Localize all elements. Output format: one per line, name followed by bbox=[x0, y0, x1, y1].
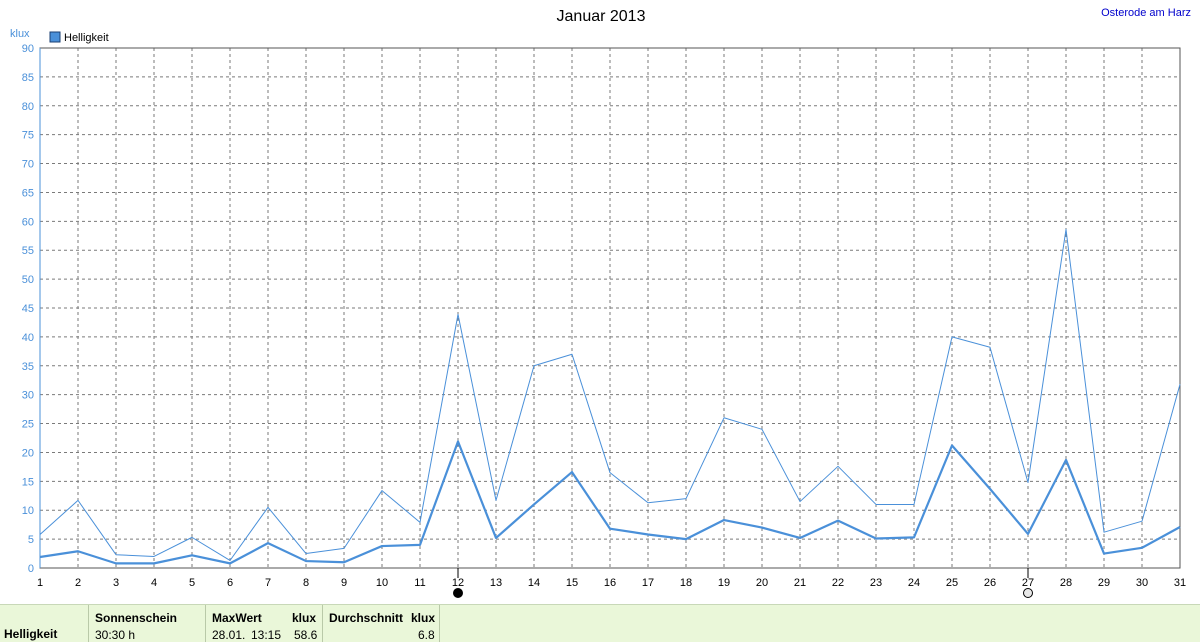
max-value: 58.6 bbox=[294, 628, 318, 642]
sunshine-label: Sonnenschein bbox=[95, 611, 178, 625]
info-cell-max: MaxWert klux 28.01. 13:15 58.6 bbox=[206, 605, 323, 642]
info-cell-average: Durchschnitt klux 6.8 bbox=[323, 605, 440, 642]
y-tick-label: 40 bbox=[22, 332, 34, 344]
y-tick-label: 25 bbox=[22, 419, 34, 431]
x-tick-label: 21 bbox=[794, 577, 806, 589]
x-tick-label: 31 bbox=[1174, 577, 1186, 589]
x-tick-label: 27 bbox=[1022, 577, 1034, 589]
legend-swatch bbox=[49, 31, 61, 43]
y-tick-label: 70 bbox=[22, 159, 34, 171]
x-tick-label: 4 bbox=[151, 577, 157, 589]
x-tick-label: 7 bbox=[265, 577, 271, 589]
y-tick-label: 10 bbox=[22, 505, 34, 517]
x-tick-label: 9 bbox=[341, 577, 347, 589]
x-tick-label: 3 bbox=[113, 577, 119, 589]
x-tick-label: 2 bbox=[75, 577, 81, 589]
x-tick-label: 16 bbox=[604, 577, 616, 589]
avg-unit: klux bbox=[411, 611, 436, 625]
max-unit: klux bbox=[292, 611, 317, 625]
moon-markers bbox=[453, 568, 1033, 598]
x-tick-label: 8 bbox=[303, 577, 309, 589]
x-tick-label: 19 bbox=[718, 577, 730, 589]
y-tick-label: 20 bbox=[22, 447, 34, 459]
info-cell-label: Helligkeit bbox=[0, 605, 89, 642]
series-line-daily-average bbox=[39, 440, 1181, 565]
x-tick-label: 29 bbox=[1098, 577, 1110, 589]
y-tick-label: 0 bbox=[28, 563, 34, 575]
x-tick-label: 30 bbox=[1136, 577, 1148, 589]
x-tick-label: 10 bbox=[376, 577, 388, 589]
y-tick-label: 50 bbox=[22, 274, 34, 286]
grid bbox=[40, 48, 1180, 568]
x-tick-label: 18 bbox=[680, 577, 692, 589]
x-tick-label: 17 bbox=[642, 577, 654, 589]
y-tick-label: 55 bbox=[22, 245, 34, 257]
max-time: 13:15 bbox=[251, 628, 282, 642]
y-tick-label: 30 bbox=[22, 390, 34, 402]
y-tick-label: 85 bbox=[22, 72, 34, 84]
info-row-label: Helligkeit bbox=[4, 627, 58, 641]
chart-title: Januar 2013 bbox=[557, 8, 646, 25]
y-axis-label: klux bbox=[10, 28, 30, 40]
legend-label: Helligkeit bbox=[64, 32, 109, 44]
chart: Januar 2013 Osterode am Harz klux Hellig… bbox=[10, 7, 1191, 598]
x-tick-label: 26 bbox=[984, 577, 996, 589]
max-date: 28.01. bbox=[212, 628, 246, 642]
x-tick-label: 1 bbox=[37, 577, 43, 589]
location-label: Osterode am Harz bbox=[1101, 7, 1191, 19]
sunshine-value: 30:30 h bbox=[95, 628, 136, 642]
full-moon-icon bbox=[1023, 588, 1033, 598]
series-lines bbox=[39, 228, 1181, 565]
avg-label: Durchschnitt bbox=[329, 611, 404, 625]
info-cell-sunshine: Sonnenschein 30:30 h bbox=[89, 605, 206, 642]
x-tick-label: 14 bbox=[528, 577, 540, 589]
x-tick-label: 13 bbox=[490, 577, 502, 589]
x-tick-label: 22 bbox=[832, 577, 844, 589]
max-label: MaxWert bbox=[212, 611, 262, 625]
y-tick-label: 80 bbox=[22, 101, 34, 113]
x-tick-label: 15 bbox=[566, 577, 578, 589]
x-tick-label: 24 bbox=[908, 577, 920, 589]
info-bar: Helligkeit Sonnenschein 30:30 h MaxWert … bbox=[0, 604, 1200, 642]
x-tick-label: 6 bbox=[227, 577, 233, 589]
x-tick-label: 12 bbox=[452, 577, 464, 589]
y-tick-label: 35 bbox=[22, 361, 34, 373]
avg-value: 6.8 bbox=[418, 628, 435, 642]
x-tick-label: 23 bbox=[870, 577, 882, 589]
x-tick-label: 5 bbox=[189, 577, 195, 589]
y-tick-label: 90 bbox=[22, 43, 34, 55]
y-tick-label: 60 bbox=[22, 216, 34, 228]
legend: Helligkeit bbox=[49, 31, 109, 44]
new-moon-icon bbox=[453, 588, 463, 598]
x-tick-label: 11 bbox=[414, 577, 425, 589]
y-tick-label: 15 bbox=[22, 476, 34, 488]
y-tick-label: 75 bbox=[22, 130, 34, 142]
series-line-daily-maximum bbox=[39, 228, 1181, 561]
x-tick-label: 25 bbox=[946, 577, 958, 589]
y-tick-label: 45 bbox=[22, 303, 34, 315]
x-tick-label: 20 bbox=[756, 577, 768, 589]
y-tick-label: 65 bbox=[22, 187, 34, 199]
x-tick-label: 28 bbox=[1060, 577, 1072, 589]
y-tick-label: 5 bbox=[28, 534, 34, 546]
